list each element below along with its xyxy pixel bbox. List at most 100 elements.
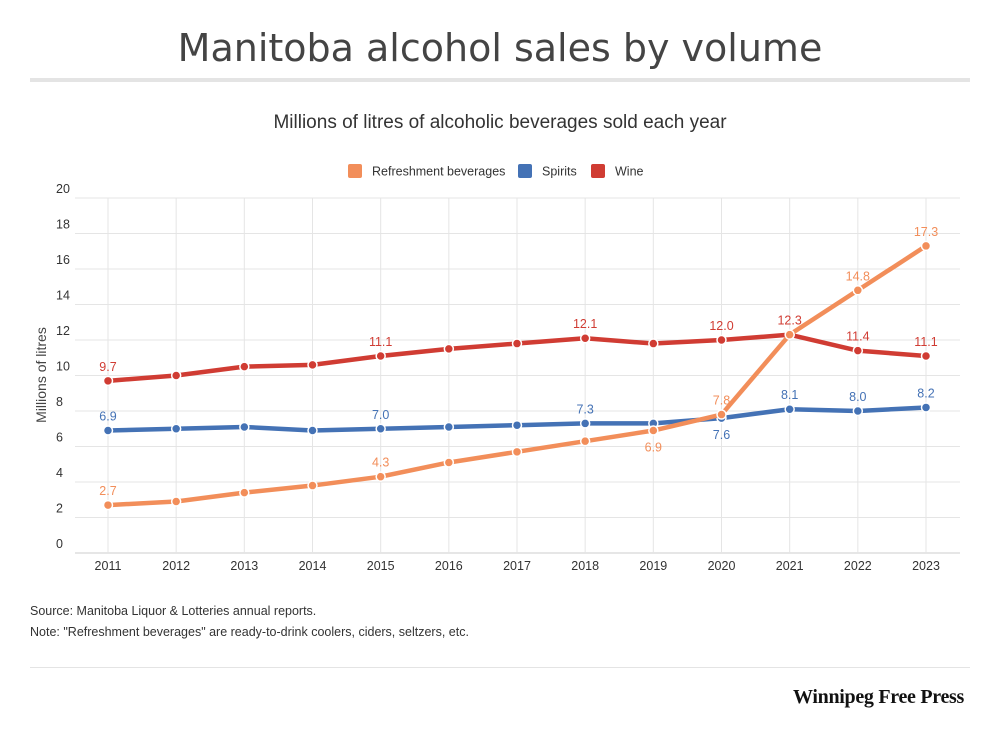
legend-swatch [591, 164, 605, 178]
x-tick-label: 2017 [503, 559, 531, 573]
data-point [102, 375, 114, 387]
legend-label: Wine [615, 165, 644, 179]
data-label: 8.2 [917, 386, 934, 400]
data-point [920, 240, 932, 252]
data-point [852, 405, 864, 417]
data-point [443, 343, 455, 355]
definition-note: Note: "Refreshment beverages" are ready-… [30, 625, 469, 639]
x-tick-label: 2014 [299, 559, 327, 573]
x-axis-ticks: 2011 2012 2013 2014 2015 2016 2017 2018 2019 2020… [95, 559, 940, 573]
data-label: 12.1 [573, 317, 597, 331]
page-title: Manitoba alcohol sales by volume [177, 26, 823, 70]
source-note: Source: Manitoba Liquor & Lotteries annu… [30, 604, 317, 618]
x-tick-label: 2013 [230, 559, 258, 573]
data-point [716, 409, 727, 420]
data-label: 11.4 [846, 330, 869, 344]
title-divider [30, 78, 970, 82]
data-label: 17.3 [914, 225, 938, 239]
data-point [239, 487, 250, 498]
y-tick-label: 16 [56, 253, 70, 267]
data-point [443, 457, 455, 468]
legend-label: Refreshment beverages [372, 165, 505, 179]
legend: Refreshment beverages Spirits Wine [348, 164, 644, 179]
publisher-logo: Winnipeg Free Press [793, 686, 964, 708]
data-label: 8.0 [849, 390, 866, 404]
data-point [375, 471, 386, 482]
x-tick-label: 2011 [95, 559, 122, 573]
x-tick-label: 2018 [571, 559, 599, 573]
x-tick-label: 2019 [639, 559, 667, 573]
data-point [852, 285, 864, 296]
y-tick-label: 18 [56, 218, 70, 232]
data-point [102, 425, 114, 436]
data-label: 9.7 [99, 360, 116, 374]
legend-swatch [518, 164, 532, 178]
data-point [579, 418, 591, 429]
data-point [579, 332, 591, 344]
data-point [920, 402, 932, 413]
y-tick-label: 10 [56, 360, 70, 374]
data-label: 7.3 [576, 402, 593, 416]
data-point [579, 435, 591, 447]
series-group [102, 240, 932, 511]
data-point [239, 421, 250, 433]
y-tick-label: 0 [56, 537, 63, 551]
x-tick-label: 2012 [162, 559, 190, 573]
y-tick-label: 6 [56, 431, 63, 445]
y-tick-label: 14 [56, 289, 70, 303]
data-label: 11.1 [914, 335, 937, 349]
chart-title: Millions of litres of alcoholic beverage… [273, 112, 727, 133]
grid [75, 197, 960, 554]
data-point [716, 334, 727, 346]
data-point [920, 350, 932, 362]
data-label: 7.6 [713, 428, 730, 442]
data-point [170, 423, 182, 434]
x-tick-label: 2015 [367, 559, 395, 573]
data-label: 12.3 [777, 314, 801, 328]
data-point [375, 423, 386, 434]
x-tick-label: 2021 [776, 559, 804, 573]
data-point [443, 421, 455, 433]
data-point [170, 370, 182, 381]
data-point [511, 419, 523, 431]
data-point [511, 338, 523, 349]
y-tick-label: 8 [56, 395, 63, 409]
data-point [784, 403, 795, 415]
data-label: 2.7 [99, 484, 116, 498]
data-point [648, 338, 659, 349]
data-point [307, 359, 318, 371]
x-tick-label: 2022 [844, 559, 872, 573]
data-point [375, 350, 386, 362]
data-point [784, 329, 795, 340]
data-label: 12.0 [709, 319, 733, 333]
data-label: 4.3 [372, 456, 389, 470]
data-label: 6.9 [645, 441, 662, 455]
data-labels: 2.7 4.3 6.9 7.8 14.8 17.3 6.9 7.0 7.3 7.6 8.1 8.0 8.… [99, 225, 938, 498]
data-point [852, 345, 864, 356]
y-tick-label: 12 [56, 324, 70, 338]
legend-swatch [348, 164, 362, 178]
data-label: 7.0 [372, 408, 389, 422]
data-point [648, 425, 659, 436]
data-point [511, 446, 523, 458]
data-label: 8.1 [781, 388, 798, 402]
legend-label: Spirits [542, 165, 577, 179]
y-axis-ticks: 0 2 4 6 8 10 12 14 16 18 20 [56, 182, 70, 551]
data-point [170, 496, 182, 507]
y-tick-label: 4 [56, 466, 63, 480]
data-label: 7.8 [713, 394, 730, 408]
x-tick-label: 2023 [912, 559, 940, 573]
data-point [307, 425, 318, 436]
data-label: 6.9 [99, 410, 116, 424]
y-tick-label: 2 [56, 502, 63, 516]
x-tick-label: 2016 [435, 559, 463, 573]
y-axis-label: Millions of litres [33, 327, 49, 423]
data-label: 11.1 [369, 335, 392, 349]
data-point [239, 361, 250, 372]
footer-divider [30, 667, 970, 668]
x-tick-label: 2020 [708, 559, 736, 573]
data-point [307, 480, 318, 491]
data-label: 14.8 [846, 269, 870, 283]
data-point [102, 499, 114, 511]
